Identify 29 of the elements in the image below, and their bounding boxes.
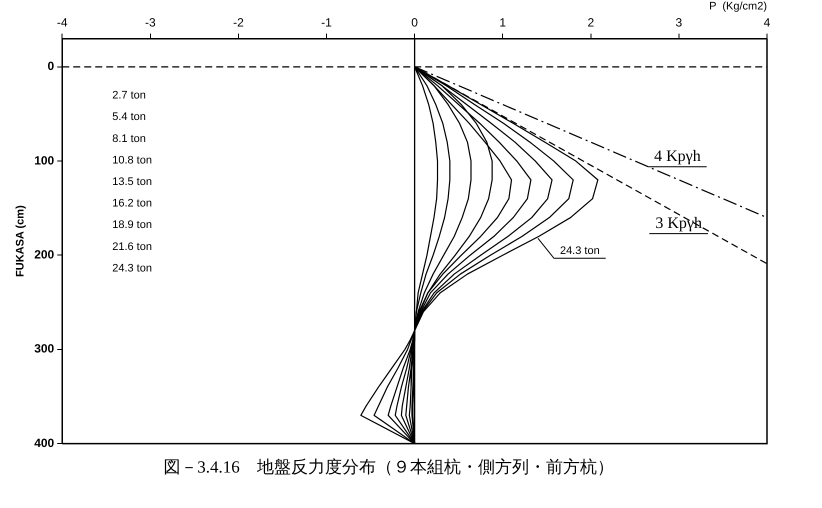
annotation: 24.3 ton [560,244,600,257]
annotation: 21.6 ton [112,240,152,253]
annotation: 16.2 ton [112,198,152,210]
annotation: 13.5 ton [112,176,152,188]
x-tick-label: 1 [499,16,506,30]
x-axis-title: P (Kg/cm2) [709,0,767,13]
annotation: 18.9 ton [112,219,152,232]
y-tick-label: 400 [34,436,55,450]
annotation: 3 Kpγh [655,214,702,232]
y-tick-label: 300 [34,342,55,356]
x-tick-label: -4 [56,16,68,30]
x-tick-label: 2 [587,16,594,30]
x-tick-label: -2 [233,16,244,30]
annotation: 5.4 ton [112,111,146,124]
annotation: 4 Kpγh [654,148,701,165]
y-tick-label: 100 [34,153,55,168]
annotation: 10.8 ton [112,154,152,166]
annotation: 2.7 ton [112,90,146,102]
annotation: 24.3 ton [112,262,152,274]
text: 図－3.4.16 地盤反力度分布（９本組杭・側方列・前方杭） [163,457,614,476]
x-tick-label: 0 [411,16,418,30]
y-tick-label: 200 [34,248,55,262]
x-tick-label: -3 [144,16,156,30]
annotation: 8.1 ton [112,132,146,145]
x-tick-label: 3 [676,16,683,30]
x-tick-label: -1 [321,16,332,30]
y-tick-label: 0 [48,59,55,74]
y-axis-title: FUKASA (cm) [14,204,27,277]
x-tick-label: 4 [764,16,771,30]
